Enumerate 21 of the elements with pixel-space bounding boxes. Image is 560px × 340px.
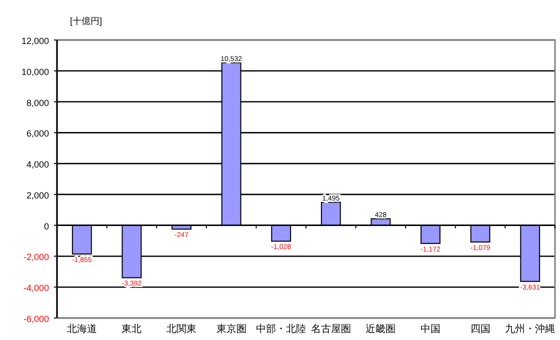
y-tick-label: 8,000 xyxy=(26,98,49,108)
y-tick-label: -4,000 xyxy=(23,283,49,294)
x-tick-label: 近畿圏 xyxy=(366,323,396,335)
x-tick-label: 名古屋圏 xyxy=(310,323,351,335)
y-tick-label: -6,000 xyxy=(23,314,49,324)
y-tick-label: 0 xyxy=(44,221,49,232)
y-tick-label: 4,000 xyxy=(26,160,49,170)
y-tick-label: 6,000 xyxy=(26,128,49,139)
x-tick-label: 北海道 xyxy=(66,323,97,335)
y-tick-label: 10,000 xyxy=(21,66,49,77)
x-tick-label: 九州・沖縄 xyxy=(505,323,556,335)
x-tick-label: 東京圏 xyxy=(216,323,246,335)
x-tick-label: 中部・北陸 xyxy=(256,323,306,335)
x-tick-label: 東北 xyxy=(122,323,142,335)
y-axis-title: [十億円] xyxy=(70,16,102,26)
x-tick-label: 北関東 xyxy=(166,323,196,335)
y-tick-label: -2,000 xyxy=(23,252,49,262)
y-tick-label: 12,000 xyxy=(21,36,49,46)
x-tick-label: 中国 xyxy=(420,323,440,335)
x-tick-label: 四国 xyxy=(470,324,490,335)
y-tick-label: 2,000 xyxy=(26,190,49,200)
